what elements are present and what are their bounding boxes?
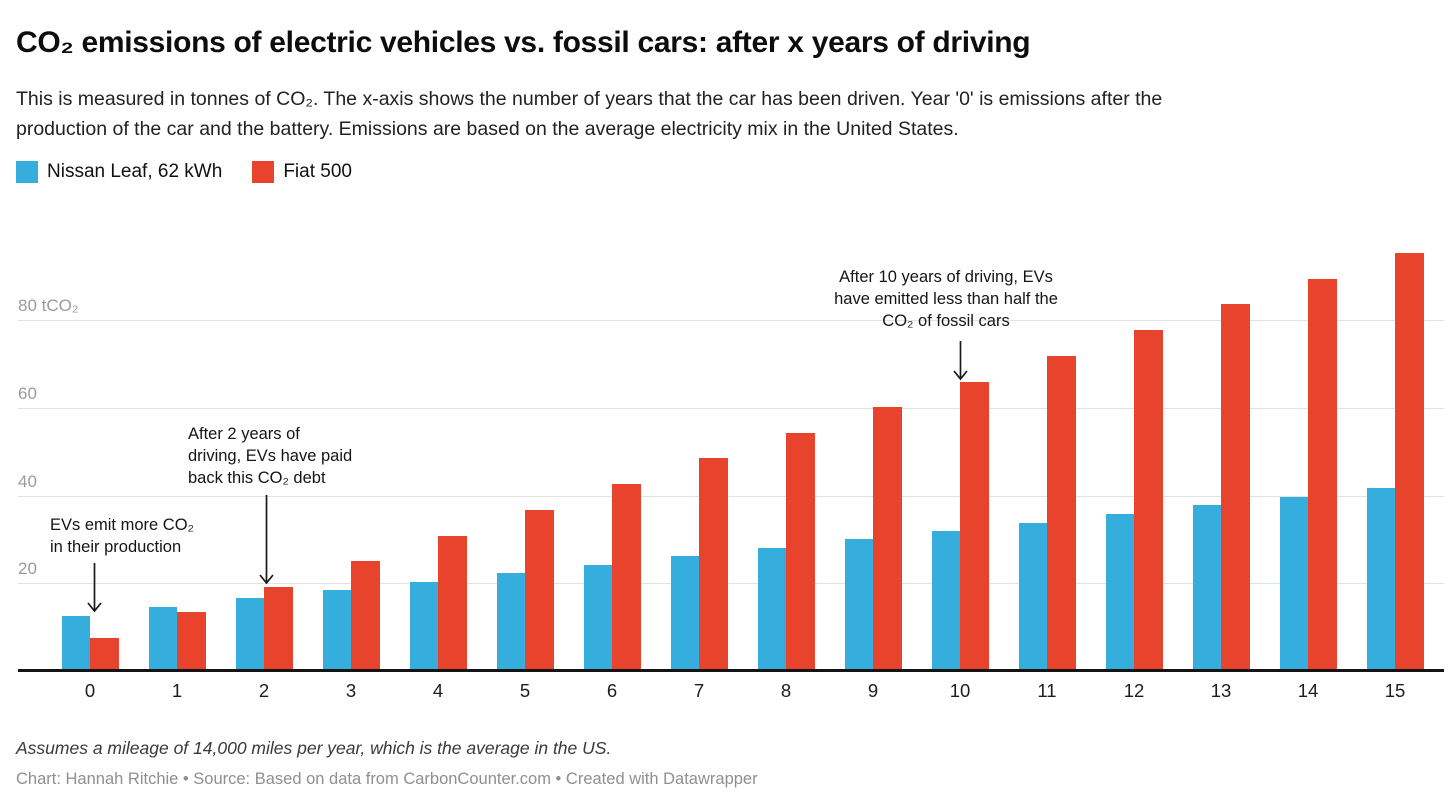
x-axis-label-10: 10 [949,680,971,701]
bar-nissan-leaf-year-15[interactable] [1366,488,1395,669]
y-axis-label-60: 60 [18,384,37,403]
gridline-40 [18,496,1444,497]
x-axis-label-13: 13 [1210,680,1232,701]
x-axis-line [18,669,1444,672]
legend-label-fiat-500: Fiat 500 [283,161,352,182]
byline: Chart: Hannah Ritchie • Source: Based on… [16,770,758,788]
bar-fiat-500-year-9[interactable] [873,407,902,669]
bar-fiat-500-year-4[interactable] [438,535,467,669]
legend-item-nissan-leaf: Nissan Leaf, 62 kWh [16,161,222,183]
x-axis-label-5: 5 [519,680,531,701]
bar-fiat-500-year-6[interactable] [612,484,641,669]
x-axis-label-6: 6 [606,680,618,701]
x-axis-label-1: 1 [171,680,183,701]
y-axis-label-40: 40 [18,472,37,491]
bar-fiat-500-year-12[interactable] [1134,330,1163,669]
bar-fiat-500-year-15[interactable] [1395,253,1424,669]
gridline-80 [18,320,1444,321]
bar-fiat-500-year-5[interactable] [525,509,554,669]
bar-fiat-500-year-11[interactable] [1047,355,1076,669]
x-axis-label-3: 3 [345,680,357,701]
x-axis-label-14: 14 [1297,680,1319,701]
bar-nissan-leaf-year-2[interactable] [235,598,264,669]
annotation-ten-years: After 10 years of driving, EVs have emit… [834,268,1058,330]
chart-title: CO₂ emissions of electric vehicles vs. f… [16,26,1031,59]
bar-fiat-500-year-13[interactable] [1221,304,1250,669]
bar-fiat-500-year-2[interactable] [264,587,293,669]
bar-fiat-500-year-14[interactable] [1308,279,1337,669]
legend-label-nissan-leaf: Nissan Leaf, 62 kWh [47,161,223,182]
annotation-payback: After 2 years of driving, EVs have paid … [188,425,353,487]
x-axis-label-0: 0 [84,680,96,701]
annotation-arrow-payback [259,495,274,585]
bar-nissan-leaf-year-9[interactable] [844,539,873,669]
bar-fiat-500-year-0[interactable] [90,638,119,669]
gridline-20 [18,583,1444,584]
legend-item-fiat-500: Fiat 500 [252,161,352,183]
annotation-arrow-production [87,563,102,613]
x-axis-label-8: 8 [780,680,792,701]
legend: Nissan Leaf, 62 kWh Fiat 500 [16,160,352,184]
footnote: Assumes a mileage of 14,000 miles per ye… [16,738,612,758]
x-axis-label-9: 9 [867,680,879,701]
bar-nissan-leaf-year-6[interactable] [583,564,612,669]
x-axis-label-2: 2 [258,680,270,701]
x-axis-label-7: 7 [693,680,705,701]
x-axis-label-11: 11 [1037,680,1057,701]
bar-fiat-500-year-1[interactable] [177,612,206,669]
bar-nissan-leaf-year-3[interactable] [322,590,351,669]
bar-nissan-leaf-year-4[interactable] [409,581,438,669]
bar-nissan-leaf-year-14[interactable] [1279,497,1308,669]
bar-nissan-leaf-year-10[interactable] [931,530,960,669]
bar-nissan-leaf-year-12[interactable] [1105,513,1134,669]
bar-fiat-500-year-8[interactable] [786,433,815,669]
x-axis-label-12: 12 [1123,680,1145,701]
legend-swatch-fiat-500 [252,161,275,183]
legend-swatch-nissan-leaf [16,161,38,183]
annotation-arrow-ten-years [953,341,968,381]
bar-nissan-leaf-year-5[interactable] [496,572,525,669]
x-axis-label-4: 4 [432,680,444,701]
annotation-production: EVs emit more CO₂ in their production [50,516,194,556]
bar-fiat-500-year-7[interactable] [699,458,728,669]
y-axis-label-80: 80 tCO₂ [18,296,79,315]
bar-nissan-leaf-year-11[interactable] [1018,522,1047,669]
x-axis-label-15: 15 [1384,680,1406,701]
y-axis-label-20: 20 [18,559,37,578]
bar-fiat-500-year-3[interactable] [351,561,380,669]
bar-nissan-leaf-year-1[interactable] [148,607,177,669]
gridline-60 [18,408,1444,409]
bar-nissan-leaf-year-8[interactable] [757,547,786,669]
chart-subtitle: This is measured in tonnes of CO₂. The x… [16,88,1163,140]
bar-nissan-leaf-year-7[interactable] [670,556,699,669]
bar-fiat-500-year-10[interactable] [960,381,989,669]
bar-nissan-leaf-year-0[interactable] [61,615,90,669]
bar-nissan-leaf-year-13[interactable] [1192,505,1221,669]
